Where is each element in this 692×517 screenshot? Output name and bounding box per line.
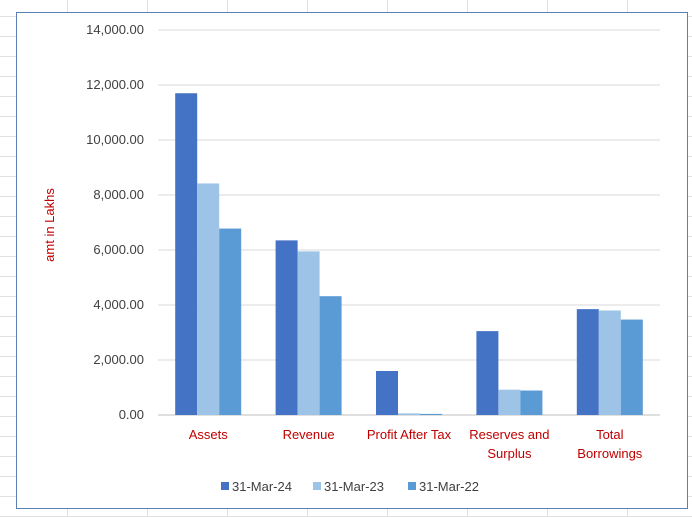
x-category-label: Assets (189, 427, 229, 442)
y-tick-label: 6,000.00 (93, 242, 144, 257)
bar (175, 93, 198, 415)
bars (175, 93, 643, 415)
x-category-label: Surplus (487, 446, 532, 461)
bar (197, 183, 220, 415)
legend-label: 31-Mar-22 (419, 479, 479, 494)
y-axis-ticks: 0.00 2,000.00 4,000.00 6,000.00 8,000.00 10,0… (86, 22, 144, 422)
bar (319, 296, 342, 415)
legend-swatch (313, 482, 321, 490)
bar (520, 390, 543, 415)
y-tick-label: 0.00 (119, 407, 144, 422)
y-tick-label: 8,000.00 (93, 187, 144, 202)
bar (576, 309, 599, 415)
bar (620, 319, 643, 415)
legend-label: 31-Mar-23 (324, 479, 384, 494)
x-category-label: Profit After Tax (367, 427, 452, 442)
x-category-label: Revenue (283, 427, 335, 442)
legend-swatch (408, 482, 416, 490)
y-tick-label: 2,000.00 (93, 352, 144, 367)
bar (275, 240, 298, 415)
x-category-label: Borrowings (577, 446, 643, 461)
y-tick-label: 4,000.00 (93, 297, 144, 312)
gridlines (158, 29, 660, 416)
x-axis-categories: Assets Revenue Profit After Tax Reserves an… (189, 427, 643, 461)
x-category-label: Reserves and (469, 427, 549, 442)
bar (219, 228, 242, 415)
legend-label: 31-Mar-24 (232, 479, 292, 494)
y-axis-label: amt in Lakhs (42, 188, 57, 262)
bar (476, 331, 499, 415)
bar (297, 251, 320, 415)
legend-swatch (221, 482, 229, 490)
y-tick-label: 10,000.00 (86, 132, 144, 147)
bar (398, 413, 420, 415)
y-tick-label: 12,000.00 (86, 77, 144, 92)
bar (420, 413, 442, 415)
legend: 31-Mar-24 31-Mar-23 31-Mar-22 (221, 479, 479, 494)
chart-area[interactable] (16, 12, 688, 509)
y-tick-label: 14,000.00 (86, 22, 144, 37)
bar (376, 371, 398, 415)
bar (498, 389, 521, 415)
x-category-label: Total (596, 427, 624, 442)
bar (598, 310, 621, 415)
